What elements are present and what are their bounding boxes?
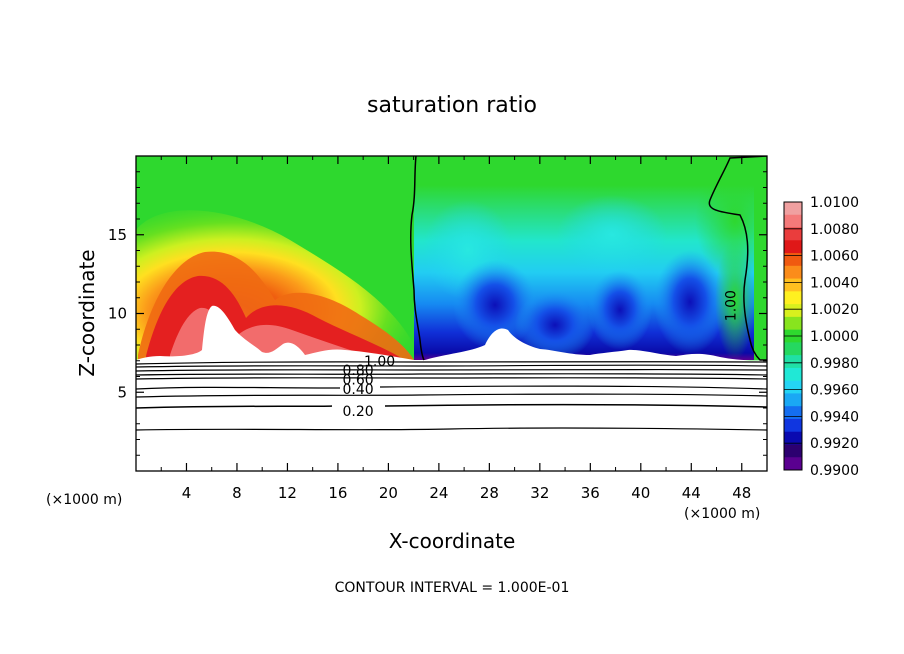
x-axis: 4 8 12 16 20 24 28 32 36 40 44 48 [160, 156, 751, 502]
y-axis: 5 10 15 [108, 171, 767, 456]
colorbar-swatch [784, 202, 802, 216]
colorbar-swatch [784, 367, 802, 382]
contour-label: 0.60 [343, 373, 374, 389]
contour-label: 1.00 [723, 290, 739, 321]
x-tick-label: 40 [631, 484, 650, 502]
colorbar-label: 0.9960 [810, 383, 859, 399]
contour-labels: 1.000.800.600.400.201.00 [343, 290, 740, 420]
colorbar-swatch [784, 393, 802, 407]
colorbar-label: 0.9940 [810, 409, 859, 425]
y-tick-label: 15 [108, 226, 127, 244]
colorbar-label: 1.0000 [810, 329, 859, 345]
colorbar-swatch [784, 214, 802, 229]
colorbar-swatch [784, 240, 802, 254]
x-unit-left: (×1000 m) [46, 492, 122, 508]
x-tick-label: 24 [429, 484, 448, 502]
x-tick-label: 36 [581, 484, 600, 502]
y-tick-label: 10 [108, 305, 127, 323]
colorbar-label: 0.9920 [810, 436, 859, 452]
contour-interval-note: CONTOUR INTERVAL = 1.000E-01 [335, 580, 570, 596]
x-tick-label: 4 [182, 484, 192, 502]
x-tick-label: 32 [530, 484, 549, 502]
x-tick-label: 20 [379, 484, 398, 502]
contour-label: 0.40 [343, 382, 374, 398]
x-tick-label: 44 [682, 484, 701, 502]
colorbar-swatch [784, 304, 802, 318]
contour-lines [136, 361, 767, 431]
colorbar-label: 1.0040 [810, 275, 859, 291]
colorbar-swatch [784, 406, 802, 420]
colorbar-swatch [784, 342, 802, 356]
colorbar-swatch [784, 418, 802, 433]
contour-label: 1.00 [364, 354, 395, 370]
plot-area [136, 156, 767, 471]
colorbar-label: 0.9980 [810, 356, 859, 372]
colorbar-swatch [784, 278, 802, 292]
chart-title: saturation ratio [367, 93, 537, 118]
x-tick-label: 48 [732, 484, 751, 502]
colorbar-swatch [784, 265, 802, 280]
colorbar-swatch [784, 227, 802, 241]
x-axis-label: X-coordinate [389, 529, 516, 553]
y-tick-label: 5 [117, 383, 127, 401]
colorbar-swatch [784, 291, 802, 305]
colorbar-label: 1.0060 [810, 249, 859, 265]
contour-label: 0.80 [343, 363, 374, 379]
x-unit-right: (×1000 m) [684, 506, 760, 522]
x-tick-label: 12 [278, 484, 297, 502]
colorbar: 1.0100 1.0080 1.0060 1.0040 1.0020 1.0000 0.99… [783, 195, 859, 479]
contour-label: 0.20 [343, 404, 374, 420]
colorbar-swatch [784, 431, 802, 445]
colorbar-swatch [784, 380, 802, 394]
colorbar-label: 0.9900 [810, 463, 859, 479]
colorbar-swatch [784, 316, 802, 331]
colorbar-swatch [784, 253, 802, 267]
x-tick-label: 16 [328, 484, 347, 502]
colorbar-label: 1.0020 [810, 302, 859, 318]
colorbar-label: 1.0080 [810, 222, 859, 238]
x-tick-label: 8 [232, 484, 242, 502]
colorbar-swatch [784, 457, 802, 471]
contour-1-00-east [708, 156, 767, 361]
x-tick-label: 28 [480, 484, 499, 502]
colorbar-swatch [784, 355, 802, 369]
colorbar-label: 1.0100 [810, 195, 859, 211]
dry-region [414, 160, 767, 360]
colorbar-swatch [784, 444, 802, 458]
contour-1-00-boundary [409, 156, 425, 361]
y-axis-label: Z-coordinate [75, 249, 99, 376]
